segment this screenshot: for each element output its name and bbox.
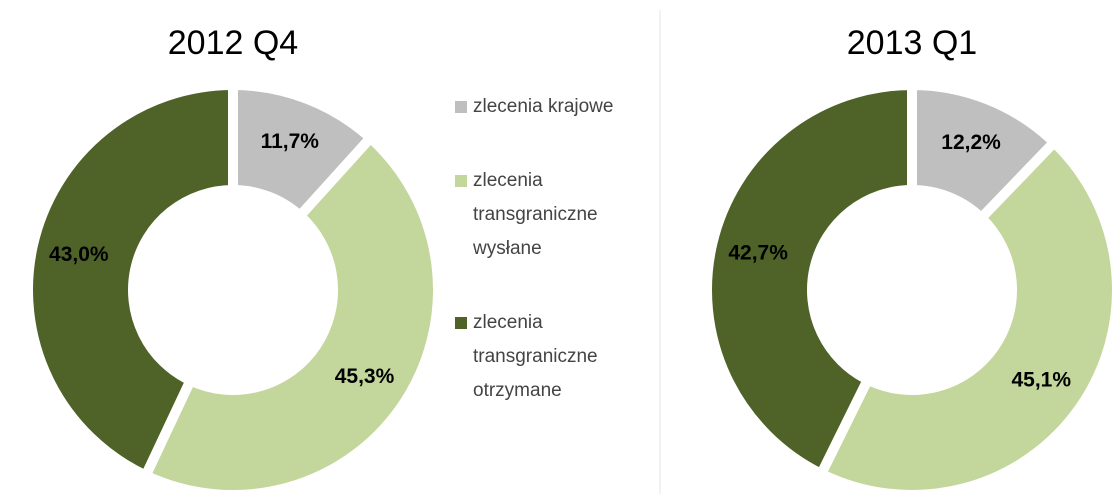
data-label: 45,3% xyxy=(335,365,395,388)
donut-segment xyxy=(23,79,238,483)
donut-segment xyxy=(702,79,917,481)
legend-item: zlecenia krajowe xyxy=(455,90,635,124)
legend-swatch xyxy=(455,101,467,113)
data-label: 42,7% xyxy=(728,242,788,265)
data-label: 45,1% xyxy=(1011,368,1071,391)
legend-swatch xyxy=(455,317,467,329)
donut-segment xyxy=(814,135,1115,494)
legend-swatch xyxy=(455,175,467,187)
legend-label: zlecenia krajowe xyxy=(473,96,614,117)
data-label: 12,2% xyxy=(941,131,1001,154)
chart-title: 2013 Q1 xyxy=(847,24,977,62)
chart-title: 2012 Q4 xyxy=(168,24,298,62)
legend: zlecenia krajowe zlecenia transgraniczne … xyxy=(455,90,635,448)
donut-segment xyxy=(139,130,443,494)
data-label: 43,0% xyxy=(49,243,109,266)
legend-label: zlecenia transgraniczne otrzymane xyxy=(473,312,598,401)
data-label: 11,7% xyxy=(261,130,320,153)
legend-item: zlecenia transgraniczne otrzymane xyxy=(455,306,635,408)
legend-label: zlecenia transgraniczne wysłane xyxy=(473,170,598,259)
legend-item: zlecenia transgraniczne wysłane xyxy=(455,164,635,266)
